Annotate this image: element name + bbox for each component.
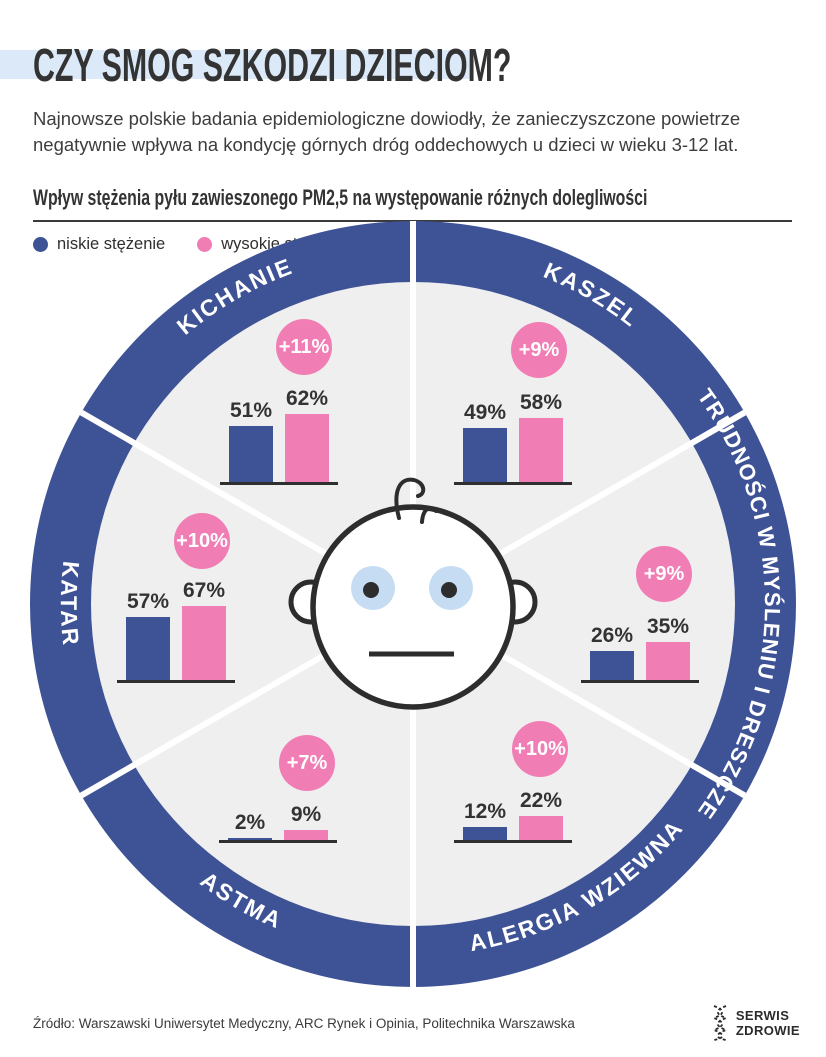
face-circle [310,504,516,710]
chart-title: Wpływ stężenia pyłu zawieszonego PM2,5 n… [33,184,648,210]
section-header: Wpływ stężenia pyłu zawieszonego PM2,5 n… [33,185,826,222]
left-pupil [363,582,379,598]
title-highlight-bar [0,50,473,79]
bar-value-high-trudnosci: 35% [646,614,690,638]
bar-high-katar [182,606,226,680]
bar-high-trudnosci [646,641,690,680]
bar-low-astma [228,837,272,840]
baseline-kaszel [454,482,572,485]
legend-dot-low-icon [33,236,48,252]
legend-label-low: niskie stężenie [57,234,166,253]
baseline-astma [219,840,337,843]
bar-low-kichanie [229,425,273,482]
diff-badge-alergia: +10% [512,721,568,777]
bar-high-kichanie [285,413,329,482]
divider-rule [33,219,792,222]
bar-value-low-kichanie: 51% [229,398,273,422]
right-pupil [441,582,457,598]
bar-low-katar [126,617,170,680]
wheel-svg: KICHANIE KASZEL TRUDNOŚCI W MYŚLENIU I D… [30,221,796,987]
bar-value-high-alergia: 22% [519,788,563,812]
logo-line2: ZDROWIE [735,1023,800,1038]
baby-face-icon [288,477,538,710]
bar-value-low-katar: 57% [126,590,170,614]
mini-chart-kaszel: 49% 58% [453,367,573,485]
diff-badge-kaszel: +9% [511,322,567,378]
mini-chart-kichanie: 51% 62% [219,367,339,485]
bar-value-high-katar: 67% [182,579,226,603]
diff-badge-astma: +7% [279,735,335,791]
footer: Źródło: Warszawski Uniwersytet Medyczny,… [33,1005,800,1041]
mini-chart-trudnosci: 26% 35% [580,565,700,683]
baseline-trudnosci [581,680,699,683]
serwis-zdrowie-logo: SERWIS ZDROWIE [711,1005,800,1041]
bar-value-low-trudnosci: 26% [590,624,634,648]
mini-chart-astma: 2% 9% [218,725,338,843]
legend-item-low: niskie stężenie [33,235,165,254]
mini-chart-katar: 57% 67% [116,565,236,683]
bar-low-kaszel [463,428,507,482]
hair-curls-icon [394,477,438,524]
bar-value-low-kaszel: 49% [463,401,507,425]
source-text: Źródło: Warszawski Uniwersytet Medyczny,… [33,1015,575,1031]
diff-badge-kichanie: +11% [276,319,332,375]
wheel-chart: KICHANIE KASZEL TRUDNOŚCI W MYŚLENIU I D… [30,221,796,987]
diff-badge-trudnosci: +9% [636,546,692,602]
bar-low-alergia [463,826,507,840]
mini-chart-alergia: 12% 22% [453,725,573,843]
legend-dot-high-icon [197,236,213,252]
bar-value-low-astma: 2% [234,810,266,834]
bar-value-high-kichanie: 62% [285,386,329,410]
dna-icon [711,1005,729,1041]
bar-high-alergia [519,815,563,840]
baseline-kichanie [220,482,338,485]
bar-high-kaszel [519,418,563,482]
logo-line1: SERWIS [735,1007,790,1023]
segment-label-katar: KATAR [56,560,83,648]
intro-text: Najnowsze polskie badania epidemiologicz… [33,108,741,156]
bar-low-trudnosci [590,651,634,680]
bar-high-astma [284,830,328,840]
bar-value-high-kaszel: 58% [519,391,563,415]
diff-badge-katar: +10% [174,513,230,569]
logo-text: SERWIS ZDROWIE [736,1008,800,1039]
bar-value-low-alergia: 12% [463,799,507,823]
page-title: CZY SMOG SZKODZI DZIECIOM? [33,39,512,91]
header: CZY SMOG SZKODZI DZIECIOM? [0,0,826,92]
baseline-alergia [454,840,572,843]
svg-text:KATAR: KATAR [56,560,85,648]
bar-value-high-astma: 9% [290,803,322,827]
baseline-katar [117,680,235,683]
